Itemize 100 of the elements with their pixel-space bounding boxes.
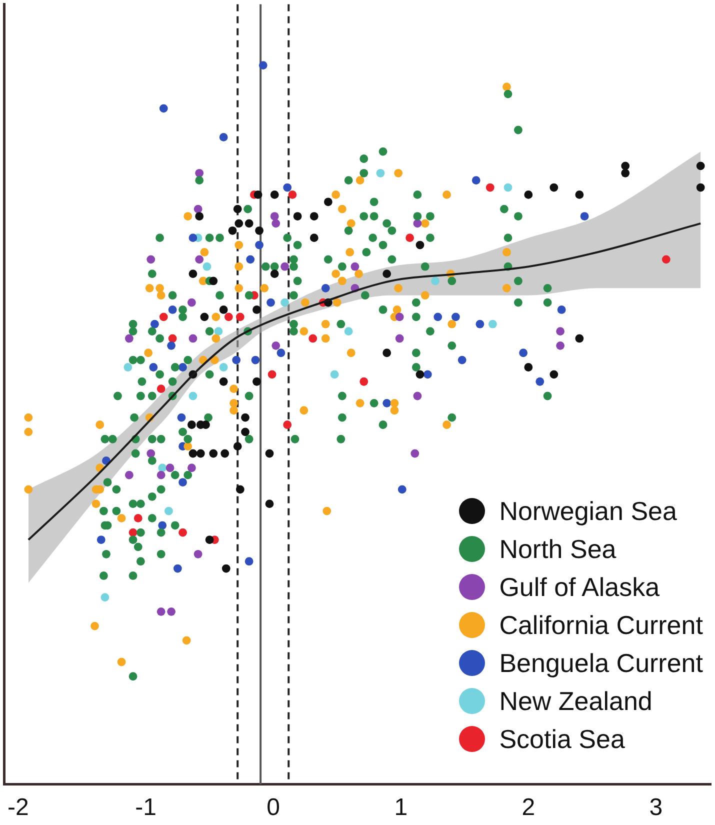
- x-tick-label: -2: [8, 794, 29, 822]
- point: [178, 478, 187, 486]
- point: [258, 61, 268, 70]
- legend-label: Scotia Sea: [499, 723, 625, 755]
- point: [382, 270, 392, 278]
- point: [164, 506, 173, 516]
- point: [486, 183, 494, 192]
- point: [219, 377, 228, 386]
- point: [252, 306, 261, 314]
- legend-label: Norwegian Sea: [499, 495, 677, 527]
- point: [476, 320, 484, 328]
- point: [234, 219, 244, 228]
- point: [195, 212, 204, 220]
- point: [272, 341, 280, 350]
- point: [266, 298, 275, 307]
- legend-label: Gulf of Alaska: [499, 571, 660, 603]
- point: [458, 356, 466, 364]
- point: [268, 370, 276, 379]
- point: [233, 442, 242, 451]
- point: [472, 176, 480, 185]
- point: [177, 413, 186, 422]
- point: [270, 190, 279, 199]
- point: [524, 190, 533, 199]
- point: [288, 190, 297, 199]
- point: [219, 306, 228, 314]
- point: [524, 363, 533, 372]
- legend-label: California Current: [499, 609, 703, 641]
- point: [270, 212, 279, 220]
- point: [158, 521, 167, 530]
- point: [276, 348, 286, 358]
- point: [158, 464, 167, 472]
- point: [222, 564, 230, 573]
- point: [188, 234, 198, 242]
- point: [96, 536, 106, 544]
- point: [166, 464, 174, 472]
- point: [159, 104, 168, 113]
- point: [244, 557, 254, 566]
- point: [413, 392, 422, 400]
- point: [580, 212, 589, 220]
- point: [156, 384, 166, 394]
- legend-label: New Zealand: [499, 685, 652, 717]
- point: [308, 334, 318, 343]
- point: [241, 428, 250, 436]
- point: [575, 334, 584, 343]
- point: [310, 234, 318, 242]
- point: [159, 312, 168, 322]
- point: [156, 607, 166, 616]
- point: [621, 168, 630, 178]
- point: [272, 219, 280, 228]
- point: [187, 298, 196, 307]
- point: [536, 377, 544, 386]
- point: [188, 392, 198, 400]
- point: [168, 306, 177, 314]
- point: [324, 198, 332, 206]
- point: [146, 449, 156, 458]
- point: [550, 370, 558, 379]
- point: [283, 420, 292, 429]
- point: [280, 262, 289, 271]
- point: [382, 398, 392, 408]
- x-tick-label: -1: [135, 794, 156, 822]
- point: [232, 356, 241, 364]
- point: [398, 485, 406, 494]
- point: [344, 327, 353, 336]
- point: [173, 564, 182, 573]
- x-tick-label: 0: [266, 794, 280, 822]
- point: [696, 162, 705, 170]
- point: [246, 255, 255, 264]
- point: [187, 420, 196, 429]
- point: [254, 190, 262, 199]
- point: [255, 240, 264, 250]
- point: [410, 449, 420, 458]
- point: [575, 190, 584, 199]
- point: [200, 312, 209, 322]
- point: [168, 334, 177, 343]
- point: [293, 212, 302, 220]
- point: [124, 334, 134, 343]
- point: [178, 363, 187, 372]
- point: [504, 183, 512, 192]
- point: [187, 464, 196, 472]
- x-tick-label: 1: [394, 794, 408, 822]
- point: [241, 413, 250, 422]
- point: [265, 449, 274, 458]
- point: [178, 528, 187, 537]
- x-tick-label: 3: [649, 794, 663, 822]
- point: [167, 607, 176, 616]
- point: [236, 485, 244, 494]
- point: [194, 204, 202, 214]
- point: [280, 298, 289, 307]
- point: [195, 255, 204, 264]
- point: [134, 514, 142, 522]
- point: [195, 168, 204, 178]
- point: [233, 204, 242, 214]
- point: [124, 363, 132, 372]
- point: [321, 284, 330, 292]
- point: [244, 219, 254, 228]
- point: [270, 270, 279, 278]
- point: [621, 162, 630, 170]
- point: [209, 449, 218, 458]
- point: [188, 334, 198, 343]
- point: [550, 183, 558, 192]
